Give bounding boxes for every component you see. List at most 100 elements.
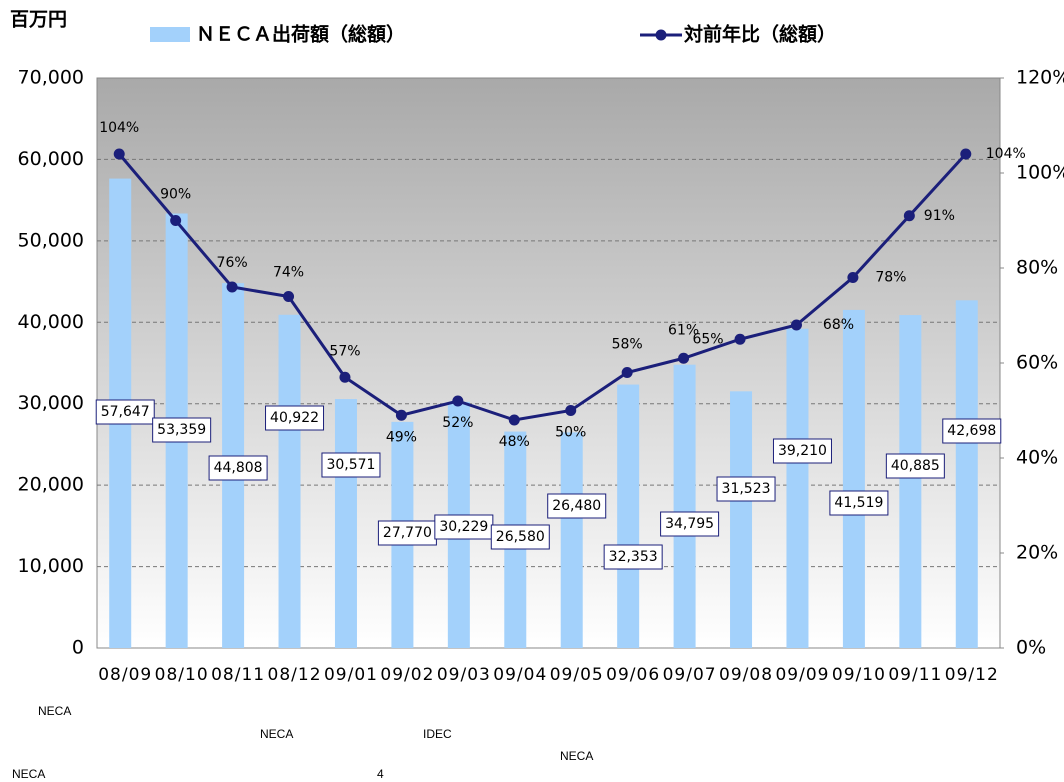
x-tick-label: 08/10: [155, 665, 209, 685]
bar: [955, 300, 978, 648]
line-value-label: 49%: [386, 429, 417, 445]
y-tick-label: 30,000: [18, 392, 84, 414]
y2-tick-label: 100%: [1016, 162, 1064, 184]
bar-value-label: 31,523: [722, 481, 771, 497]
bar-label-box: [377, 520, 437, 546]
note: IDEC: [423, 727, 452, 741]
legend-swatch: [150, 27, 190, 42]
line-value-label: 76%: [217, 255, 248, 271]
bar-label-box: [885, 453, 945, 479]
bar-value-label: 42,698: [947, 423, 996, 439]
x-tick-label: 09/10: [832, 665, 886, 685]
line-value-label: 78%: [875, 270, 906, 286]
note: 4: [377, 767, 384, 781]
bar-label-box: [942, 418, 1002, 444]
x-tick-label: 09/12: [945, 665, 999, 685]
x-tick-label: 09/03: [437, 665, 491, 685]
bar-label-box: [490, 524, 550, 550]
line-value-label: 48%: [499, 434, 530, 450]
bar-value-label: 41,519: [834, 495, 883, 511]
y-tick-label: 50,000: [18, 229, 84, 251]
bar: [617, 384, 640, 648]
bar-label-box: [152, 417, 212, 443]
bar-label-box: [547, 493, 607, 519]
bar: [899, 315, 922, 648]
bar-label-box: [829, 490, 889, 516]
line-value-label: 90%: [160, 187, 191, 203]
y-tick-label: 10,000: [18, 555, 84, 577]
x-tick-label: 09/04: [493, 665, 547, 685]
line-marker: [226, 281, 238, 293]
bar-label-box: [660, 511, 720, 537]
line-marker: [283, 291, 295, 302]
bar-label-box: [321, 452, 381, 478]
note: NECA: [560, 749, 593, 763]
x-tick-label: 09/11: [888, 665, 942, 685]
line-marker: [790, 319, 802, 331]
y-tick-label: 20,000: [18, 474, 84, 496]
line-value-label: 104%: [99, 120, 139, 136]
y2-tick-label: 60%: [1016, 352, 1058, 374]
bar-value-label: 26,480: [552, 498, 601, 514]
bar-value-label: 27,770: [383, 525, 432, 541]
x-tick-label: 09/02: [380, 665, 434, 685]
line-value-label: 57%: [329, 343, 360, 359]
x-tick-label: 08/09: [98, 665, 152, 685]
legend-label: ＮＥＣＡ出荷額（総額）: [196, 23, 405, 46]
x-tick-label: 08/11: [211, 665, 265, 685]
y2-tick-label: 0%: [1016, 637, 1046, 659]
line-marker: [339, 371, 351, 383]
bar-value-label: 57,647: [101, 404, 150, 420]
line-value-label: 58%: [612, 337, 643, 353]
y-tick-label: 0: [72, 637, 84, 659]
x-tick-label: 09/08: [719, 665, 773, 685]
legend-label: 対前年比（総額）: [683, 23, 836, 46]
bar-value-label: 39,210: [778, 443, 827, 459]
y2-tick-label: 40%: [1016, 447, 1058, 469]
unit-label: 百万円: [10, 9, 67, 31]
bar-value-label: 40,922: [270, 410, 319, 426]
bar: [560, 432, 583, 648]
line-value-label: 61%: [668, 322, 699, 338]
note: NECA: [260, 727, 293, 741]
x-tick-label: 08/12: [268, 665, 322, 685]
bar: [730, 391, 753, 648]
line-marker: [847, 272, 859, 283]
y2-tick-label: 120%: [1016, 67, 1064, 89]
line-marker: [113, 148, 125, 160]
x-tick-label: 09/05: [550, 665, 604, 685]
line: [118, 152, 967, 422]
bar-value-label: 26,580: [496, 529, 545, 545]
bar: [842, 309, 865, 648]
bar-label-box: [265, 405, 325, 431]
x-tick-label: 09/09: [775, 665, 829, 685]
bar-value-label: 32,353: [609, 549, 658, 565]
bar-label-box: [208, 455, 268, 481]
y-tick-label: 70,000: [18, 67, 84, 89]
bar: [673, 364, 696, 648]
legend-marker: [655, 29, 667, 41]
line-value-label: 65%: [692, 331, 723, 347]
y2-tick-label: 20%: [1016, 542, 1058, 564]
x-tick-label: 09/06: [606, 665, 660, 685]
line-marker: [170, 215, 182, 226]
x-tick-label: 09/07: [663, 665, 717, 685]
bar-value-label: 34,795: [665, 516, 714, 532]
x-tick-label: 09/01: [324, 665, 378, 685]
line-marker: [621, 367, 633, 378]
line-marker: [960, 148, 972, 160]
line-marker: [903, 210, 915, 222]
bar-label-box: [772, 438, 832, 464]
line-value-label: 104%: [986, 146, 1026, 162]
line-marker: [395, 409, 407, 421]
line-marker: [734, 333, 746, 345]
y2-tick-label: 80%: [1016, 257, 1058, 279]
bar-value-label: 40,885: [891, 458, 940, 474]
note: NECA: [38, 704, 71, 718]
bar-label-box: [716, 476, 776, 502]
line-marker: [678, 352, 690, 364]
bar-label-box: [95, 399, 155, 425]
line-value-label: 74%: [273, 265, 304, 281]
line-marker: [452, 395, 464, 407]
